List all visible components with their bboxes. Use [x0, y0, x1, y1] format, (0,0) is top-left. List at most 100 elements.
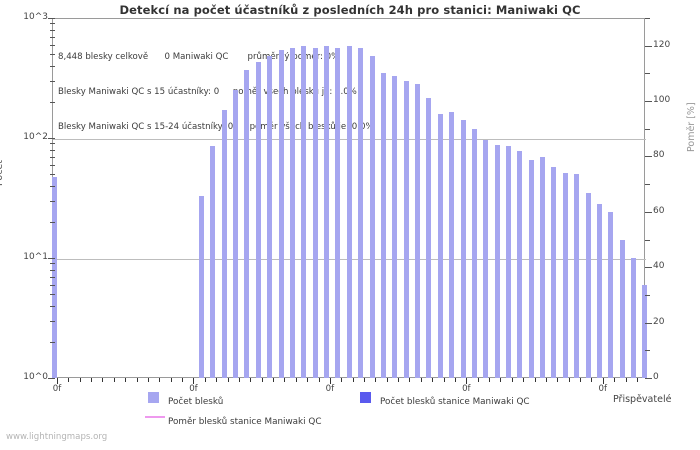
bar [369, 56, 375, 378]
x-axis-tick [500, 378, 502, 382]
y2-axis-tick [645, 294, 650, 296]
bar [392, 75, 398, 378]
x-axis-tick-label: 0f [52, 384, 62, 394]
x-axis-tick [341, 378, 343, 382]
x-axis-tick [307, 378, 309, 382]
bar [517, 150, 523, 378]
x-axis-tick [318, 378, 320, 382]
x-axis-tick [489, 378, 491, 382]
x-axis-tick-label: 0f [325, 384, 335, 394]
x-axis-tick [136, 378, 138, 382]
bar [346, 45, 352, 378]
x-axis-tick [386, 378, 388, 382]
x-axis-tick [420, 378, 422, 382]
x-axis-title: Přispěvatelé [613, 394, 672, 405]
y-axis-minor-tick [50, 305, 55, 307]
x-axis-tick [159, 378, 161, 382]
bar [244, 69, 250, 378]
y-axis-minor-tick [50, 156, 55, 158]
y-axis-title: Počet [0, 160, 5, 186]
legend-swatch [145, 416, 165, 418]
y-axis-minor-tick [50, 200, 55, 202]
bar [460, 120, 466, 378]
bar [233, 90, 239, 378]
bar [562, 173, 568, 378]
y2-axis-tick [645, 378, 652, 379]
x-axis-tick [545, 378, 547, 382]
bar [380, 72, 386, 378]
bar [619, 240, 625, 378]
legend-label: Poměr blesků stanice Maniwaki QC [168, 417, 322, 427]
x-axis-tick [557, 378, 559, 382]
x-axis-tick [182, 378, 184, 382]
y2-axis-tick [645, 128, 650, 130]
x-axis-tick [125, 378, 127, 382]
bar [301, 46, 307, 378]
y2-axis-tick [645, 239, 650, 241]
bar [505, 145, 511, 378]
legend-swatch [148, 392, 159, 403]
y-axis-minor-tick [50, 263, 55, 265]
bar [267, 56, 273, 378]
bar [426, 98, 432, 378]
y-axis-minor-tick [50, 284, 55, 286]
bar [642, 284, 648, 378]
x-axis-tick [216, 378, 218, 382]
y-axis-minor-tick [50, 276, 55, 278]
bar [574, 174, 580, 378]
bar [324, 46, 330, 378]
watermark: www.lightningmaps.org [6, 432, 108, 442]
bar [210, 146, 216, 378]
y-axis-minor-tick [50, 320, 55, 322]
y2-axis-tick-label: 120 [653, 39, 671, 50]
y2-axis-tick [645, 211, 652, 213]
bar [335, 48, 341, 378]
y2-axis-tick-label: 60 [653, 205, 665, 216]
legend-swatch [360, 392, 371, 403]
x-axis-tick [614, 378, 616, 382]
page-title: Detekcí na počet účastníků z posledních … [119, 3, 581, 17]
y2-axis-tick [645, 73, 650, 75]
y2-axis-tick [645, 184, 650, 186]
x-axis-tick [113, 378, 115, 382]
legend-label: Počet blesků [168, 397, 224, 407]
bar [437, 113, 443, 378]
y2-axis-tick [645, 322, 652, 324]
y-axis-minor-tick [50, 101, 55, 103]
x-axis-tick [250, 378, 252, 382]
bar [471, 128, 477, 378]
y2-axis-tick-label: 80 [653, 150, 665, 161]
x-axis-tick [91, 378, 93, 382]
y2-axis-tick-label: 40 [653, 261, 665, 272]
x-axis-tick [602, 378, 604, 384]
bar [52, 177, 57, 378]
x-axis-tick [534, 378, 536, 382]
y2-axis-tick [645, 45, 652, 47]
y-axis-minor-tick [50, 269, 55, 271]
x-axis-tick [329, 378, 331, 384]
bar [596, 204, 602, 378]
x-axis-tick [57, 378, 58, 384]
x-axis-tick [273, 378, 275, 382]
bar [494, 144, 500, 378]
x-axis-tick [170, 378, 172, 382]
y-axis-minor-tick [50, 294, 55, 296]
bar [199, 195, 204, 378]
x-axis-tick [454, 378, 456, 382]
x-axis-tick [295, 378, 297, 382]
x-axis-tick [68, 378, 70, 382]
y-axis-tick-label: 10^0 [23, 372, 48, 382]
y2-axis-tick [645, 101, 652, 103]
x-axis-tick [375, 378, 377, 382]
y2-axis-tick [645, 18, 650, 19]
x-axis-tick [477, 378, 479, 382]
bar [403, 80, 409, 378]
bar [278, 50, 284, 378]
bar [415, 84, 421, 378]
y2-axis-tick-label: 20 [653, 316, 665, 327]
y-axis-minor-tick [50, 44, 55, 46]
y-axis-tick [48, 258, 55, 259]
x-axis-tick [193, 378, 195, 384]
x-axis-tick [204, 378, 206, 382]
